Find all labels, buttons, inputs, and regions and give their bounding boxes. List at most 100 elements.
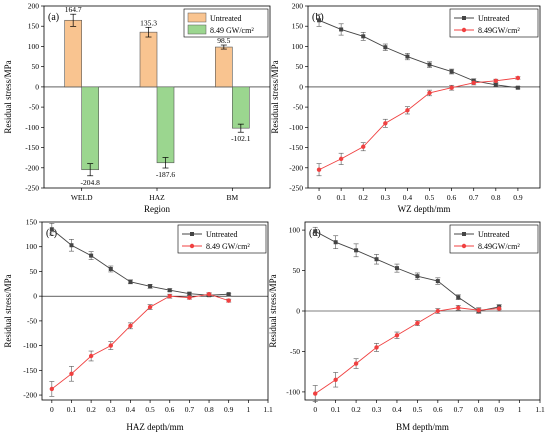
x-tick-label: WELD xyxy=(71,193,93,202)
legend-label: 8.49 GW/cm² xyxy=(210,26,254,35)
data-point xyxy=(167,288,172,293)
x-axis-label: HAZ depth/mm xyxy=(126,422,183,432)
data-label: -204.8 xyxy=(80,178,100,187)
series-line xyxy=(51,228,229,296)
legend-label: Untreated xyxy=(478,14,510,23)
series-line xyxy=(315,230,500,312)
data-point xyxy=(167,293,172,299)
data-point xyxy=(374,345,379,350)
legend-label: Untreated xyxy=(206,230,238,239)
legend-box xyxy=(177,224,267,254)
x-tick-label: 0.2 xyxy=(359,193,369,202)
y-tick-label: -250 xyxy=(25,184,39,193)
y-tick-label: 0 xyxy=(299,82,303,91)
data-point xyxy=(339,27,344,32)
data-point xyxy=(317,18,322,23)
y-axis-label: Residual stress/MPa xyxy=(268,274,278,347)
data-point xyxy=(394,333,400,338)
y-tick-label: -50 xyxy=(293,103,303,112)
y-tick-label: -100 xyxy=(25,123,39,132)
data-point xyxy=(493,82,498,87)
data-point xyxy=(108,266,113,271)
y-tick-label: 100 xyxy=(292,42,304,51)
data-label: 98.5 xyxy=(217,36,230,45)
x-tick-label: 0.4 xyxy=(126,405,136,414)
data-point xyxy=(427,62,432,67)
data-point xyxy=(108,343,113,348)
y-tick-label: 0 xyxy=(33,292,37,301)
y-tick-label: 150 xyxy=(28,22,40,31)
x-tick-label: 0.9 xyxy=(224,405,234,414)
data-point xyxy=(415,274,420,279)
x-tick-label: 0.5 xyxy=(425,193,435,202)
x-tick-label: 1.1 xyxy=(535,405,545,414)
data-point xyxy=(361,144,366,149)
series-line xyxy=(318,19,518,89)
legend-box xyxy=(449,8,539,38)
legend-marker xyxy=(462,232,466,236)
data-point xyxy=(338,156,344,162)
data-point xyxy=(333,377,338,382)
y-tick-label: -200 xyxy=(23,391,37,400)
y-tick-label: 0 xyxy=(296,307,300,316)
data-point xyxy=(405,54,410,59)
legend-marker xyxy=(462,16,466,20)
y-tick-label: -150 xyxy=(25,143,39,152)
data-point xyxy=(89,253,94,258)
y-tick-label: 50 xyxy=(296,62,304,71)
x-tick-label: 1 xyxy=(518,405,522,414)
legend-label: Untreated xyxy=(478,230,510,239)
panel-label: (a) xyxy=(48,12,59,23)
data-point xyxy=(316,167,322,172)
legend: Untreated 8.49 GW/cm² xyxy=(183,8,269,38)
data-point xyxy=(435,279,440,284)
y-tick-label: -100 xyxy=(289,123,303,132)
x-tick-label: 0.3 xyxy=(372,405,382,414)
data-point xyxy=(88,353,94,359)
chart-panel-4: -100 -50 0 50 100 (d) Residual stress/MPa BM de… xyxy=(268,221,545,432)
y-tick-label: 100 xyxy=(26,242,38,251)
legend-marker xyxy=(461,27,467,33)
data-point xyxy=(383,121,388,126)
y-tick-label: -200 xyxy=(289,163,303,172)
y-tick-label: 50 xyxy=(30,267,38,276)
bar xyxy=(215,46,233,88)
y-tick-label: 150 xyxy=(292,22,304,31)
x-tick-label: 0.7 xyxy=(469,193,479,202)
y-tick-label: -150 xyxy=(23,366,37,375)
data-point xyxy=(49,386,55,392)
legend-box xyxy=(449,224,539,254)
y-tick-label: 50 xyxy=(293,266,301,275)
legend-label: 8.49 GW/cm² xyxy=(206,242,250,251)
y-tick-label: 100 xyxy=(28,42,40,51)
data-point xyxy=(449,69,454,74)
x-tick-label: 0.6 xyxy=(433,405,443,414)
plot-frame xyxy=(41,221,269,401)
bar xyxy=(139,31,158,88)
data-point xyxy=(148,284,153,289)
y-tick-label: -50 xyxy=(290,347,300,356)
data-point xyxy=(394,266,399,271)
legend-marker xyxy=(461,243,467,249)
data-point xyxy=(405,108,410,113)
data-point xyxy=(515,85,520,90)
y-tick-label: -150 xyxy=(289,143,303,152)
data-point xyxy=(206,291,212,297)
legend: Untreated 8.49GW/cm² xyxy=(449,8,539,38)
legend-label: 8.49GW/cm² xyxy=(478,242,520,251)
x-tick-label: 0.4 xyxy=(392,405,402,414)
y-tick-label: 100 xyxy=(289,226,301,235)
x-tick-label: 0.5 xyxy=(145,405,155,414)
data-point xyxy=(515,75,521,81)
x-tick-label: 0.9 xyxy=(513,193,523,202)
data-point xyxy=(427,90,432,96)
data-point xyxy=(313,229,318,234)
bar xyxy=(156,86,175,164)
panel-label: (b) xyxy=(312,12,324,23)
data-point xyxy=(226,298,231,303)
y-tick-label: -100 xyxy=(23,341,37,350)
data-point xyxy=(383,45,388,50)
legend: Untreated 8.49GW/cm² xyxy=(449,224,539,254)
